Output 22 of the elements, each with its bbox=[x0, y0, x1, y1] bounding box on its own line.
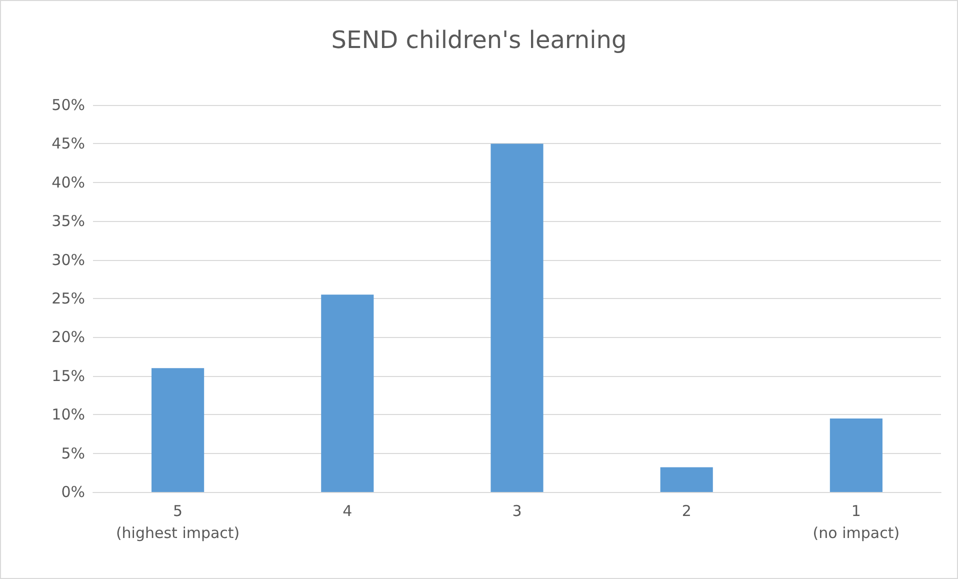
bar bbox=[490, 144, 544, 492]
chart-title: SEND children's learning bbox=[331, 26, 627, 54]
x-tick-label: 1 (no impact) bbox=[812, 502, 900, 542]
y-tick-label: 5% bbox=[61, 444, 85, 462]
x-tick-label: 3 bbox=[512, 502, 522, 520]
x-tick-label: 4 bbox=[342, 502, 352, 520]
bar bbox=[321, 294, 374, 492]
y-tick-label: 40% bbox=[52, 173, 85, 192]
y-tick-label: 35% bbox=[52, 212, 85, 230]
bar bbox=[152, 368, 204, 492]
bar bbox=[660, 467, 713, 492]
bar bbox=[830, 418, 882, 492]
y-tick-label: 45% bbox=[52, 134, 85, 153]
y-tick-label: 15% bbox=[52, 366, 85, 385]
y-tick-label: 0% bbox=[61, 483, 85, 501]
y-tick-label: 20% bbox=[52, 328, 85, 346]
y-tick-label: 30% bbox=[52, 250, 85, 269]
y-tick-label: 10% bbox=[52, 406, 85, 424]
x-tick-label: 5 (highest impact) bbox=[116, 502, 240, 542]
y-tick-label: 25% bbox=[52, 290, 85, 308]
x-tick-label: 2 bbox=[682, 502, 692, 520]
y-tick-label: 50% bbox=[52, 96, 85, 114]
